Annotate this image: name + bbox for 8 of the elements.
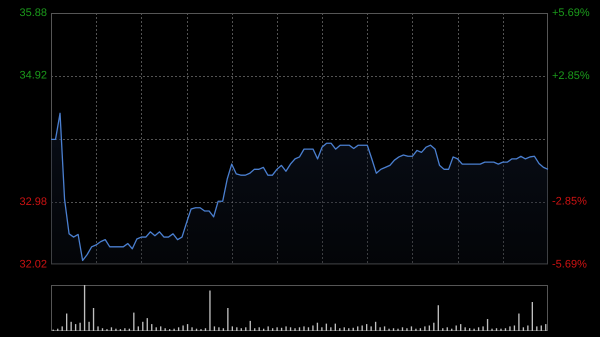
- y-tick-label: 35.88: [19, 7, 47, 20]
- y-tick-label: 32.98: [19, 196, 47, 208]
- y2-tick-label: +5.69%: [552, 7, 590, 20]
- y2-tick-label: -5.69%: [552, 258, 588, 270]
- y-tick-label: 32.02: [19, 258, 47, 270]
- y2-tick-label: +2.85%: [552, 70, 590, 82]
- y-tick-label: 34.92: [19, 70, 47, 82]
- y2-tick-label: -2.85%: [552, 196, 588, 208]
